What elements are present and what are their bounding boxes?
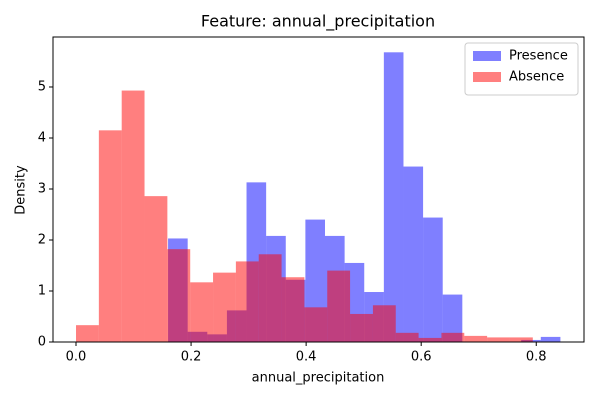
y-tick-label: 3	[38, 181, 46, 196]
histogram-bar	[144, 196, 168, 342]
legend-swatch	[473, 72, 501, 82]
histogram-bar	[235, 261, 259, 342]
histogram-bar	[76, 325, 99, 342]
histogram-bar	[167, 249, 191, 342]
histogram-bar	[98, 130, 122, 342]
y-tick-label: 1	[38, 283, 46, 298]
histogram-bar	[258, 254, 282, 342]
histogram-bar	[350, 313, 373, 342]
y-tick-label: 5	[38, 79, 46, 94]
histogram-bar	[372, 305, 396, 342]
x-tick-label: 0.2	[181, 350, 202, 365]
histogram-bar	[540, 336, 561, 342]
histogram-bar	[418, 337, 442, 342]
histogram-bar	[327, 270, 351, 342]
histogram-bar	[441, 332, 465, 342]
legend-label: Presence	[509, 49, 568, 64]
histogram-bar	[395, 332, 419, 342]
x-tick-label: 0.4	[296, 350, 317, 365]
histogram-bar	[304, 307, 328, 342]
histogram-bar	[190, 282, 214, 342]
x-tick-label: 0.8	[526, 350, 547, 365]
histogram-bar	[423, 217, 443, 342]
x-tick-label: 0.0	[66, 350, 87, 365]
y-axis-label: Density	[14, 165, 29, 215]
histogram-bar	[464, 335, 488, 342]
histogram-bar	[121, 90, 145, 342]
y-tick-label: 2	[38, 232, 46, 247]
histogram-bar	[383, 52, 404, 343]
chart-title: Feature: annual_precipitation	[201, 12, 435, 32]
histogram-bar	[509, 337, 533, 342]
legend-swatch	[473, 51, 501, 61]
x-tick-label: 0.6	[411, 350, 432, 365]
histogram-bar	[213, 272, 236, 342]
y-tick-label: 4	[38, 130, 46, 145]
histogram-bar	[487, 337, 510, 342]
x-axis-label: annual_precipitation	[252, 371, 385, 386]
histogram-bar	[442, 294, 463, 342]
plot-frame	[52, 36, 585, 343]
y-tick-label: 0	[38, 335, 46, 350]
histogram-bar	[403, 166, 424, 342]
legend-label: Absence	[509, 70, 564, 85]
histogram-bar	[281, 277, 305, 342]
